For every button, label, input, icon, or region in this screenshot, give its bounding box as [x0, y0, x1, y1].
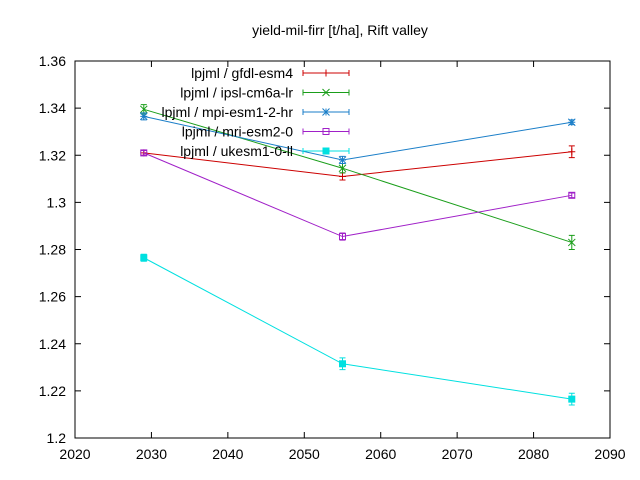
- legend-label: lpjml / ukesm1-0-ll: [180, 143, 293, 159]
- y-tick-label: 1.36: [39, 53, 66, 69]
- x-tick-label: 2070: [442, 446, 473, 462]
- legend-label: lpjml / ipsl-cm6a-lr: [180, 85, 293, 101]
- legend-marker: [322, 128, 330, 135]
- legend-errorbar: [302, 70, 350, 76]
- series-group: [139, 104, 576, 406]
- data-point: [338, 164, 347, 173]
- x-tick-label: 2020: [59, 446, 90, 462]
- series-line: [143, 257, 572, 400]
- chart-title: yield-mil-firr [t/ha], Rift valley: [252, 22, 428, 38]
- legend-errorbar: [302, 89, 350, 96]
- legend-label: lpjml / mri-esm2-0: [182, 124, 293, 140]
- data-point: [139, 105, 148, 114]
- y-tick-label: 1.32: [39, 147, 66, 163]
- series-2: [139, 104, 576, 250]
- legend-item: lpjml / ipsl-cm6a-lr: [180, 85, 350, 101]
- data-point: [139, 112, 148, 121]
- x-tick-label: 2080: [518, 446, 549, 462]
- data-point: [338, 156, 347, 164]
- series-5: [140, 253, 576, 406]
- error-bar: [339, 232, 346, 241]
- data-point: [140, 149, 148, 157]
- y-tick-label: 1.24: [39, 336, 66, 352]
- legend-marker: [322, 147, 330, 155]
- legend-marker: [322, 88, 330, 97]
- data-point: [568, 191, 576, 199]
- y-tick-label: 1.22: [39, 383, 66, 399]
- data-point: [568, 395, 576, 403]
- x-tick-label: 2040: [212, 446, 243, 462]
- plot-border: [74, 60, 611, 439]
- legend-errorbar: [302, 109, 350, 115]
- y-tick-label: 1.26: [39, 289, 66, 305]
- x-tick-label: 2030: [136, 446, 167, 462]
- axis-ticks: 2020 2030 2040 2050 2060 2070 2080 2090 1.2 1.22 1…: [39, 53, 626, 462]
- data-point: [339, 233, 346, 241]
- data-point: [568, 148, 576, 156]
- error-bar: [140, 150, 147, 156]
- x-tick-label: 2060: [365, 446, 396, 462]
- y-tick-label: 1.34: [39, 100, 66, 116]
- legend-item: lpjml / gfdl-esm4: [191, 65, 350, 81]
- legend-errorbar: [302, 148, 350, 154]
- series-3: [139, 112, 576, 164]
- legend-marker: [322, 69, 330, 77]
- data-point: [339, 360, 346, 368]
- data-point: [339, 172, 346, 180]
- legend-item: lpjml / mpi-esm1-2-hr: [162, 104, 350, 120]
- series-line: [143, 152, 572, 238]
- series-4: [140, 149, 576, 241]
- data-point: [140, 254, 148, 262]
- data-point: [567, 118, 576, 127]
- x-tick-label: 2050: [289, 446, 320, 462]
- error-bar: [568, 192, 575, 199]
- legend-item: lpjml / mri-esm2-0: [182, 124, 350, 140]
- x-tick-label: 2090: [594, 446, 625, 462]
- data-point: [567, 238, 576, 247]
- legend-label: lpjml / mpi-esm1-2-hr: [162, 104, 294, 120]
- legend: lpjml / gfdl-esm4 lpjml / ipsl-cm6a-lr lpj…: [162, 65, 350, 159]
- y-tick-label: 1.28: [39, 242, 66, 258]
- legend-item: lpjml / ukesm1-0-ll: [180, 143, 350, 159]
- y-tick-label: 1.3: [47, 194, 67, 210]
- y-tick-label: 1.2: [47, 430, 67, 446]
- legend-label: lpjml / gfdl-esm4: [191, 65, 293, 81]
- legend-errorbar: [302, 128, 350, 135]
- plot-frame: [74, 60, 611, 439]
- legend-marker: [322, 108, 330, 116]
